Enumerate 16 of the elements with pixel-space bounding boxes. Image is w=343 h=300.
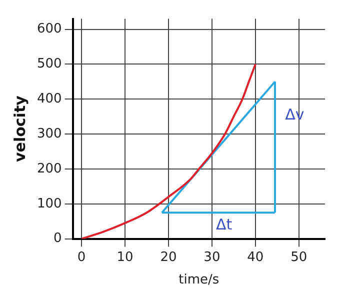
y-tick-label: 100 [36, 196, 62, 212]
y-axis-title: velocity [10, 95, 29, 162]
x-axis-title: time/s [178, 272, 220, 288]
x-tick-label: 50 [290, 250, 308, 265]
x-tick-label: 20 [160, 250, 177, 265]
y-tick-label: 0 [54, 231, 62, 246]
annotation: Δt [216, 215, 232, 234]
x-tick-label: 0 [77, 250, 86, 265]
y-tick-label: 400 [36, 91, 62, 106]
x-tick-label: 30 [204, 250, 220, 265]
y-tick-label: 600 [36, 22, 62, 37]
y-tick-label: 200 [36, 161, 62, 176]
y-tick-label: 500 [36, 56, 62, 72]
x-tick-label: 40 [247, 250, 264, 265]
y-tick-label: 300 [36, 126, 62, 142]
x-tick-label: 10 [116, 250, 134, 265]
